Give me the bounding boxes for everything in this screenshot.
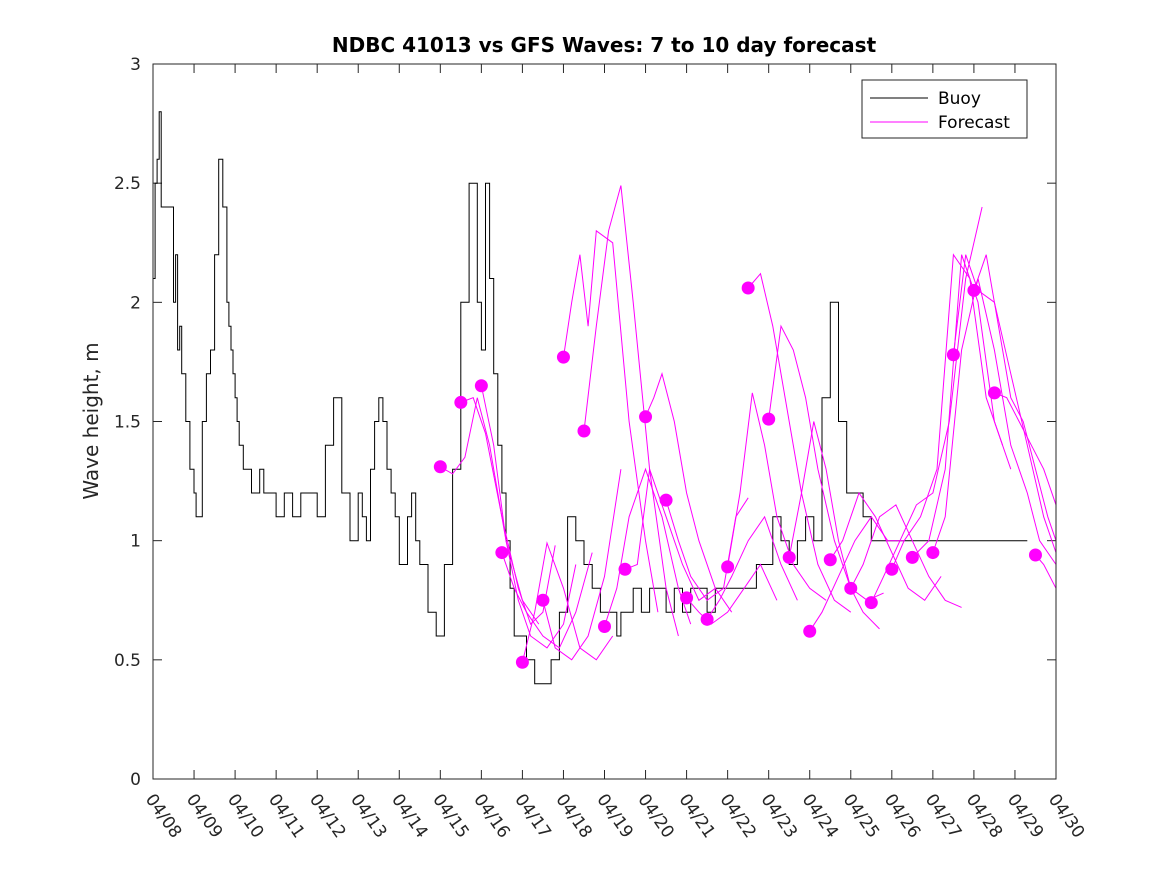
forecast-start-marker-28 (987, 386, 1001, 400)
forecast-line-20 (829, 491, 942, 602)
forecast-start-marker-16 (741, 281, 755, 295)
forecast-start-marker-2 (454, 395, 468, 409)
forecast-line-17 (768, 324, 884, 601)
forecast-start-marker-27 (967, 283, 981, 297)
forecast-start-marker-14 (700, 612, 714, 626)
forecast-line-13 (686, 563, 778, 625)
forecast-start-marker-11 (639, 410, 653, 424)
forecast-start-marker-26 (946, 348, 960, 362)
forecast-start-marker-22 (864, 596, 878, 610)
forecast-start-marker-29 (1028, 548, 1042, 562)
forecast-start-marker-10 (618, 562, 632, 576)
y-axis-label: Wave height, m (79, 342, 103, 499)
plot-area (153, 64, 1056, 779)
y-tick-label: 1 (130, 532, 141, 552)
forecast-line-11 (645, 372, 733, 613)
forecast-start-marker-6 (536, 593, 550, 607)
forecast-start-marker-1 (433, 460, 447, 474)
forecast-start-marker-5 (515, 655, 529, 669)
forecast-line-1 (440, 397, 540, 625)
forecast-line-23 (891, 253, 1004, 570)
y-tick-label: 2 (130, 293, 141, 313)
forecast-start-marker-18 (782, 550, 796, 564)
forecast-line-25 (932, 278, 1057, 565)
forecast-start-marker-24 (905, 550, 919, 564)
forecast-start-marker-13 (680, 591, 694, 605)
forecast-line-21 (850, 504, 962, 608)
forecast-line-3 (480, 385, 577, 649)
y-tick-label: 0.5 (114, 651, 141, 671)
forecast-line-8 (583, 185, 679, 637)
legend-forecast-label: Forecast (938, 113, 1010, 133)
forecast-start-marker-12 (659, 493, 673, 507)
forecast-line-27 (973, 254, 1057, 541)
forecast-line-24 (911, 254, 1012, 558)
legend: Buoy Forecast (861, 79, 1028, 139)
forecast-line-10 (624, 469, 716, 602)
forecast-line-26 (952, 254, 1057, 553)
forecast-line-9 (604, 467, 692, 627)
forecast-line-5 (521, 541, 614, 663)
legend-buoy-label: Buoy (938, 89, 981, 109)
forecast-line-18 (788, 421, 880, 630)
forecast-start-marker-4 (495, 546, 509, 560)
forecast-start-marker-19 (803, 624, 817, 638)
y-tick-label: 2.5 (114, 174, 141, 194)
forecast-line-28 (994, 392, 1057, 506)
y-tick-label: 1.5 (114, 413, 141, 433)
forecast-start-marker-20 (823, 553, 837, 567)
forecast-start-marker-15 (721, 560, 735, 574)
forecast-line-2 (460, 397, 556, 626)
forecast-start-marker-3 (474, 379, 488, 393)
y-tick-label: 3 (130, 55, 141, 75)
forecast-line-14 (706, 515, 798, 620)
forecast-line-19 (809, 515, 905, 632)
forecast-line-16 (747, 272, 852, 613)
axes-frame (152, 63, 1057, 780)
forecast-line-6 (542, 469, 622, 661)
forecast-start-marker-7 (556, 350, 570, 364)
forecast-start-marker-9 (598, 619, 611, 633)
forecast-line-7 (563, 229, 659, 613)
y-tick-label: 0 (130, 770, 141, 790)
forecast-start-marker-23 (885, 562, 899, 576)
forecast-start-marker-21 (844, 581, 858, 595)
forecast-line-4 (501, 552, 593, 649)
forecast-line-15 (727, 392, 827, 601)
forecast-start-marker-25 (926, 546, 940, 560)
chart-title: NDBC 41013 vs GFS Waves: 7 to 10 day for… (332, 33, 877, 57)
forecast-start-marker-17 (762, 412, 776, 426)
forecast-start-marker-8 (577, 424, 591, 438)
